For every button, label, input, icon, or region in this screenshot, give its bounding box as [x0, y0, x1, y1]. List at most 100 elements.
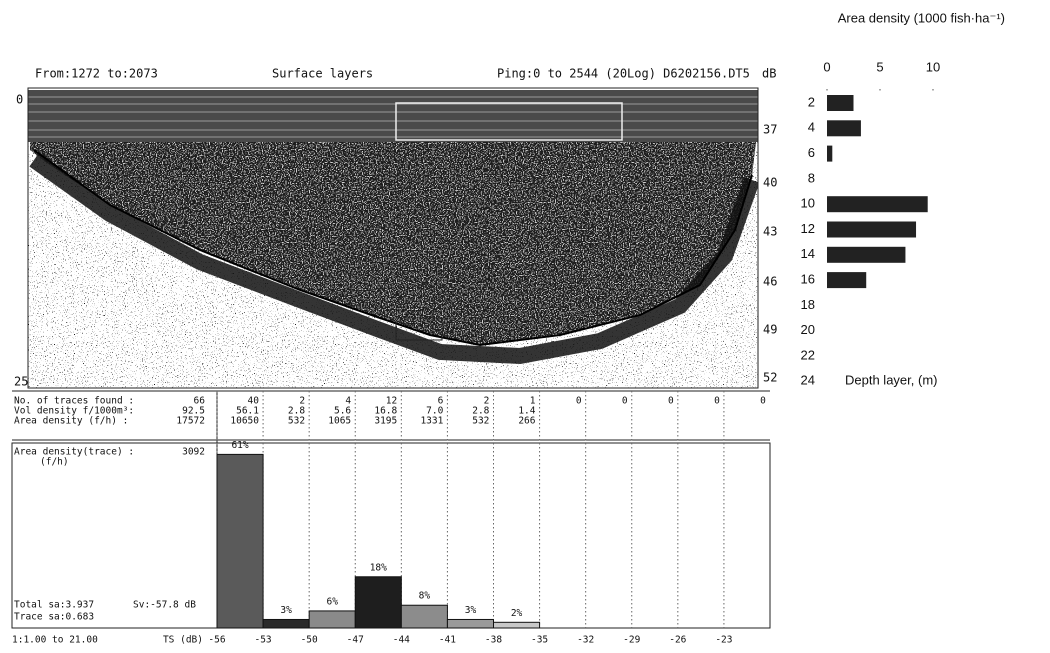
- hist-label: Area density(trace) :: [14, 447, 134, 458]
- x-tick-label: 0: [823, 59, 830, 74]
- table-cell: 0: [668, 396, 674, 407]
- y-axis-label: Depth layer, (m): [845, 373, 937, 388]
- y-tick-label: 14: [801, 246, 815, 261]
- y-tick-label: 10: [801, 196, 815, 211]
- histogram-bar: [216, 453, 264, 629]
- bottom-echo: [29, 153, 758, 365]
- db-scale-label: 49: [763, 323, 777, 337]
- echogram-frame: [27, 87, 759, 389]
- surface-stripes: [28, 96, 758, 138]
- selection-box: [395, 102, 623, 141]
- table-cell: 56.1: [236, 406, 259, 417]
- table-cell: 1.4: [518, 406, 535, 417]
- db-scale-label: 52: [763, 371, 777, 385]
- x-axis-label: TS (dB): [163, 635, 203, 646]
- row-total: 17572: [176, 416, 205, 427]
- trace-sa: Trace sa:0.683: [14, 612, 94, 623]
- y-tick-label: 22: [801, 347, 815, 362]
- histogram-bar: [446, 618, 494, 629]
- x-tick-label: -41: [439, 635, 456, 646]
- x-tick-label: -35: [531, 635, 548, 646]
- range-label: 1:1.00 to 21.00: [12, 635, 98, 646]
- table-cell: 7.0: [426, 406, 443, 417]
- x-tick-label: -26: [669, 635, 686, 646]
- table-cell: 532: [472, 416, 489, 427]
- table-cell: 16.8: [374, 406, 397, 417]
- hist-unit: (f/h): [40, 457, 69, 468]
- hist-total: 3092: [182, 447, 205, 458]
- row-label: Vol density f/1000m³:: [14, 406, 134, 417]
- y-tick-label: 6: [808, 145, 815, 160]
- x-tick-label: -23: [715, 635, 732, 646]
- histogram-bar: [354, 576, 402, 629]
- y-tick-label: 18: [801, 297, 815, 312]
- table-cell: 4: [345, 396, 351, 407]
- marker-box: [395, 317, 443, 341]
- header-range: From:1272 to:2073: [35, 67, 158, 81]
- value-label: 6%: [326, 596, 338, 607]
- x-tick-label: 5: [876, 59, 883, 74]
- x-tick-label: -50: [301, 635, 318, 646]
- x-tick-label: -56: [208, 635, 225, 646]
- table-cell: 6: [438, 396, 444, 407]
- total-sa: Total sa:3.937: [14, 600, 94, 611]
- db-scale-label: 46: [763, 275, 777, 289]
- y-tick-label: 24: [801, 373, 815, 388]
- y-tick-label: 12: [801, 221, 815, 236]
- header-title: Surface layers: [272, 67, 373, 81]
- sv: Sv:-57.8 dB: [133, 600, 196, 611]
- row-label: Area density (f/h) :: [14, 416, 128, 427]
- x-tick-label: -29: [623, 635, 640, 646]
- table-cell: 2.8: [288, 406, 305, 417]
- y-tick-label: 8: [808, 170, 815, 185]
- table-cell: 0: [714, 396, 720, 407]
- value-label: 3%: [280, 605, 292, 616]
- table-cell: 3195: [374, 416, 397, 427]
- table-cell: 2.8: [472, 406, 489, 417]
- echogram: [28, 88, 758, 388]
- header-unit: dB: [762, 67, 776, 81]
- db-scale-label: 40: [763, 176, 777, 190]
- histogram-bar: [262, 618, 310, 629]
- header-ping: Ping:0 to 2544 (20Log) D6202156.DT5: [497, 67, 750, 81]
- table-cell: 10650: [230, 416, 259, 427]
- table-cell: 1065: [328, 416, 351, 427]
- value-label: 2%: [511, 608, 523, 619]
- value-label: 18%: [370, 562, 387, 573]
- table-cell: 0: [576, 396, 582, 407]
- value-label: 8%: [419, 591, 431, 602]
- y-tick-label: 4: [808, 120, 815, 135]
- value-label: 3%: [465, 605, 477, 616]
- row-total: 66: [194, 396, 206, 407]
- x-tick-label: 10: [926, 59, 940, 74]
- table-cell: 532: [288, 416, 305, 427]
- x-tick-label: -53: [254, 635, 271, 646]
- layer-edge: [33, 149, 753, 347]
- bar: [827, 95, 854, 111]
- histogram-bar: [493, 621, 541, 629]
- chart-title: Area density (1000 fish·ha⁻¹): [838, 10, 1005, 25]
- y-tick-label: 2: [808, 94, 815, 109]
- table-cell: 0: [622, 396, 628, 407]
- table-cell: 2: [484, 396, 490, 407]
- y-tick-label: 16: [801, 272, 815, 287]
- bar: [827, 221, 917, 238]
- depth-bottom: 25: [14, 375, 28, 389]
- x-tick-label: -32: [577, 635, 594, 646]
- surface-band: [28, 90, 758, 142]
- bar: [827, 196, 928, 213]
- y-tick-label: 20: [801, 322, 815, 337]
- table-cell: 12: [386, 396, 397, 407]
- bar: [827, 120, 861, 137]
- table-cell: 1331: [420, 416, 443, 427]
- table-cell: 266: [518, 416, 535, 427]
- x-tick-label: -47: [347, 635, 364, 646]
- bar: [827, 145, 833, 162]
- value-label: 61%: [231, 440, 248, 451]
- table-cell: 5.6: [334, 406, 351, 417]
- bar: [827, 246, 906, 263]
- row-label: No. of traces found :: [14, 396, 134, 407]
- row-total: 92.5: [182, 406, 205, 417]
- table-cell: 2: [299, 396, 305, 407]
